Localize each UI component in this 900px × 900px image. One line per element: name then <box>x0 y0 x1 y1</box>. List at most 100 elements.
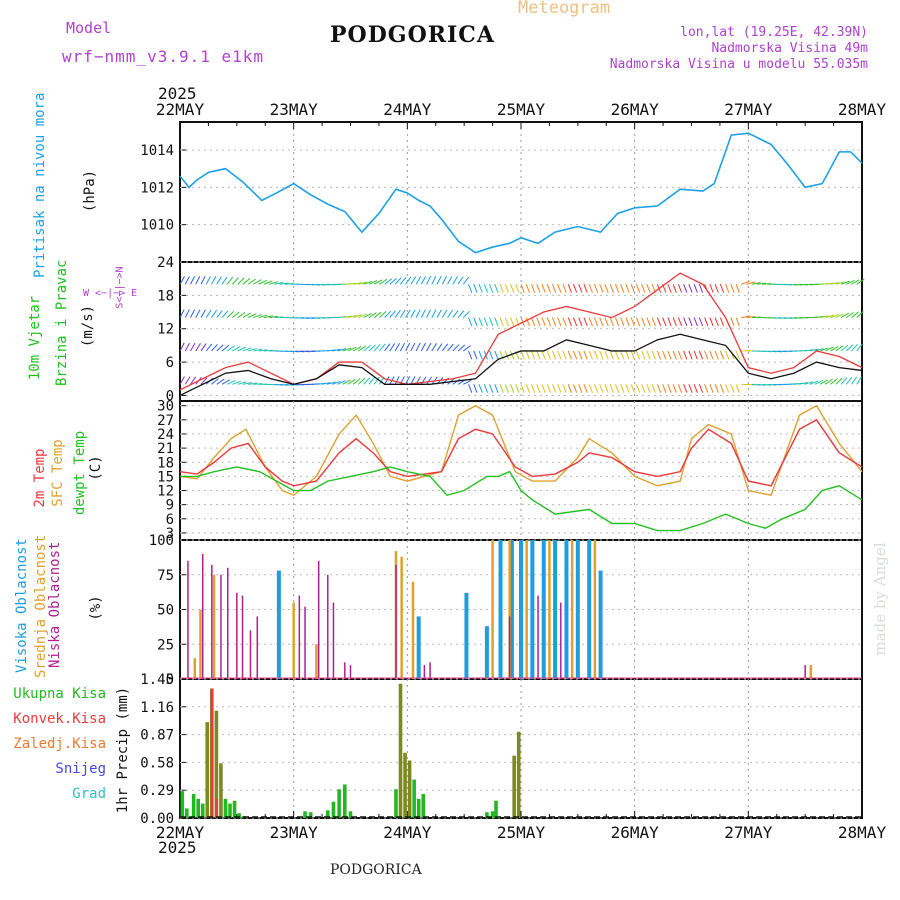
wind-arrow <box>179 376 185 385</box>
wind-arrow <box>531 284 536 293</box>
wind-arrow <box>620 317 625 327</box>
wind-arrow <box>190 342 196 352</box>
wind-arrow <box>510 350 515 360</box>
wind-arrow <box>536 284 541 293</box>
cloud-bar-1 <box>212 574 216 679</box>
wind-arrow <box>420 342 426 352</box>
wind-arrow <box>567 284 572 293</box>
precip-bar <box>516 731 521 818</box>
wind-arrow <box>683 284 688 293</box>
wind-arrow <box>567 350 572 360</box>
wind-arrow <box>478 384 483 393</box>
wind-arrow <box>646 317 651 327</box>
wind-arrow <box>583 384 588 393</box>
wind-arrow <box>426 309 432 318</box>
cloud-bar-2 <box>220 574 222 679</box>
cloud-bar-0 <box>519 540 523 679</box>
wind-arrow <box>599 317 604 327</box>
cloud-bar-2 <box>349 665 352 679</box>
date-label-top: 25MAY <box>497 100 546 119</box>
wind-arrow <box>609 317 614 327</box>
wind-arrow <box>725 284 730 293</box>
wind-arrow <box>593 317 599 327</box>
wind-arrow <box>730 284 735 293</box>
wind-arrow <box>541 384 546 393</box>
precip-bar <box>421 794 426 818</box>
wind-arrow <box>546 384 551 393</box>
wind-arrow <box>352 378 361 385</box>
wind-arrow <box>567 384 572 393</box>
wind-arrow <box>562 284 567 293</box>
wind-arrow <box>184 276 190 285</box>
wind-arrow <box>353 282 363 285</box>
wind-arrow <box>630 384 635 393</box>
wind-arrow <box>441 276 447 285</box>
wind-arrow <box>468 384 473 393</box>
wind-arrow <box>326 381 336 385</box>
pressure-line <box>179 132 863 254</box>
wind-arrow <box>478 284 483 293</box>
wind-arrow <box>630 317 635 327</box>
wind-arrow <box>667 384 672 393</box>
wind-arrow <box>216 276 222 285</box>
wind-arrow <box>368 377 375 385</box>
wind-arrow <box>625 350 630 360</box>
wind-arrow <box>431 275 437 285</box>
precip-conv-bar <box>215 798 218 818</box>
precip-bar <box>205 722 210 818</box>
wind-arrow <box>462 276 470 285</box>
wind-arrow <box>735 284 740 293</box>
sfc-temp-line <box>179 404 863 497</box>
cloud-bar-0 <box>587 540 592 679</box>
wind-arrow <box>851 311 859 318</box>
wind-arrow <box>410 376 416 385</box>
wind-arrow <box>698 350 704 360</box>
model-elevation-label: Nadmorska Visina u modelu 55.035m <box>609 57 868 72</box>
wind-arrow <box>510 284 515 293</box>
wind-arrow <box>389 277 397 285</box>
ytick-label: 1014 <box>140 143 174 159</box>
wind-arrow <box>656 384 662 393</box>
wind-arrow <box>211 378 219 385</box>
wind-arrow <box>588 350 593 360</box>
wind-arrow <box>814 380 824 385</box>
wind-arrow <box>232 346 241 352</box>
precip-bar <box>412 779 416 818</box>
wind-arrow <box>378 343 386 352</box>
wind-arrow <box>567 317 572 327</box>
wind-arrow <box>205 309 212 318</box>
precip-legend-snow: Snijeg <box>55 761 106 777</box>
wind-arrow <box>205 343 213 352</box>
wind-arrow <box>572 350 578 360</box>
precip-bar <box>185 808 189 818</box>
wind-arrow <box>620 384 625 393</box>
wind-arrow <box>541 284 546 293</box>
wind-arrow <box>368 344 376 352</box>
wind-arrow <box>363 377 371 385</box>
cloud-bar-0 <box>484 626 489 679</box>
wind-arrow <box>184 309 190 318</box>
wind-arrow <box>494 284 499 293</box>
wind-arrow <box>190 376 197 385</box>
precip-bar <box>232 800 237 818</box>
cloud-bar-2 <box>304 606 306 679</box>
wind-arrow <box>452 344 460 352</box>
wind-arrow <box>683 317 688 327</box>
wind-arrow <box>200 276 206 285</box>
wind-arrow <box>778 350 788 353</box>
wind-arrow <box>767 350 777 353</box>
wind-arrow <box>195 275 201 285</box>
wind-arrow <box>478 317 483 327</box>
wind-arrow <box>389 310 396 318</box>
ytick-label: 1.16 <box>140 700 174 716</box>
wind-arrow <box>179 276 185 285</box>
wind-arrow <box>373 376 380 385</box>
wind-arrow <box>714 317 719 327</box>
wind-arrow <box>525 317 530 327</box>
wind-arrow <box>232 311 240 318</box>
wind-arrow <box>825 346 834 352</box>
wind-arrow <box>714 384 719 393</box>
wind-arrow <box>478 350 483 360</box>
precip-bar <box>416 798 421 818</box>
